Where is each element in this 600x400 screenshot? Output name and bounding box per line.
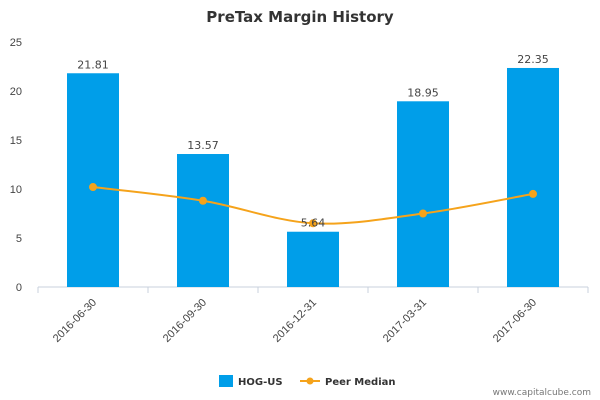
peer-median-point [309, 219, 317, 228]
y-tick-label: 15 [10, 135, 22, 147]
bar-data-label: 5.64 [301, 217, 326, 230]
x-tick-label: 2017-06-30 [491, 297, 539, 345]
peer-median-point [89, 183, 97, 192]
bar-data-label: 22.35 [517, 53, 549, 66]
bar-data-label: 21.81 [77, 58, 109, 71]
x-tick-label: 2017-03-31 [381, 297, 429, 345]
y-tick-label: 0 [16, 282, 22, 294]
chart-title: PreTax Margin History [206, 8, 394, 26]
peer-median-series [89, 183, 537, 228]
y-tick-label: 10 [10, 184, 22, 196]
peer-median-point [419, 209, 427, 218]
peer-median-point [199, 196, 207, 205]
bar [397, 101, 449, 287]
y-tick-label: 20 [10, 86, 22, 98]
data-labels: 21.81 13.57 5.64 18.95 22.35 [77, 53, 549, 230]
legend: HOG-US Peer Median [219, 375, 396, 388]
x-tick-label: 2016-09-30 [161, 297, 209, 345]
legend-label-peer-median: Peer Median [325, 377, 396, 388]
watermark: www.capitalcube.com [493, 388, 591, 398]
bar-data-label: 18.95 [407, 86, 439, 99]
peer-median-point [529, 189, 537, 198]
x-tick-label: 2016-06-30 [51, 297, 99, 345]
bar [507, 67, 559, 287]
y-axis: 0 5 10 15 20 25 [10, 37, 22, 294]
bar-series [67, 67, 559, 288]
x-axis: 2016-06-30 2016-09-30 2016-12-31 2017-03-31… [37, 286, 589, 345]
bar-data-label: 13.57 [187, 139, 219, 152]
bar [287, 231, 339, 287]
y-tick-label: 5 [16, 233, 22, 245]
bar [177, 154, 229, 287]
legend-label-hog-us: HOG-US [238, 377, 283, 388]
legend-swatch-peer-median-dot [306, 377, 314, 385]
bar [67, 73, 119, 288]
x-tick-label: 2016-12-31 [271, 297, 319, 345]
y-tick-label: 25 [10, 37, 22, 49]
legend-swatch-hog-us [219, 375, 233, 387]
